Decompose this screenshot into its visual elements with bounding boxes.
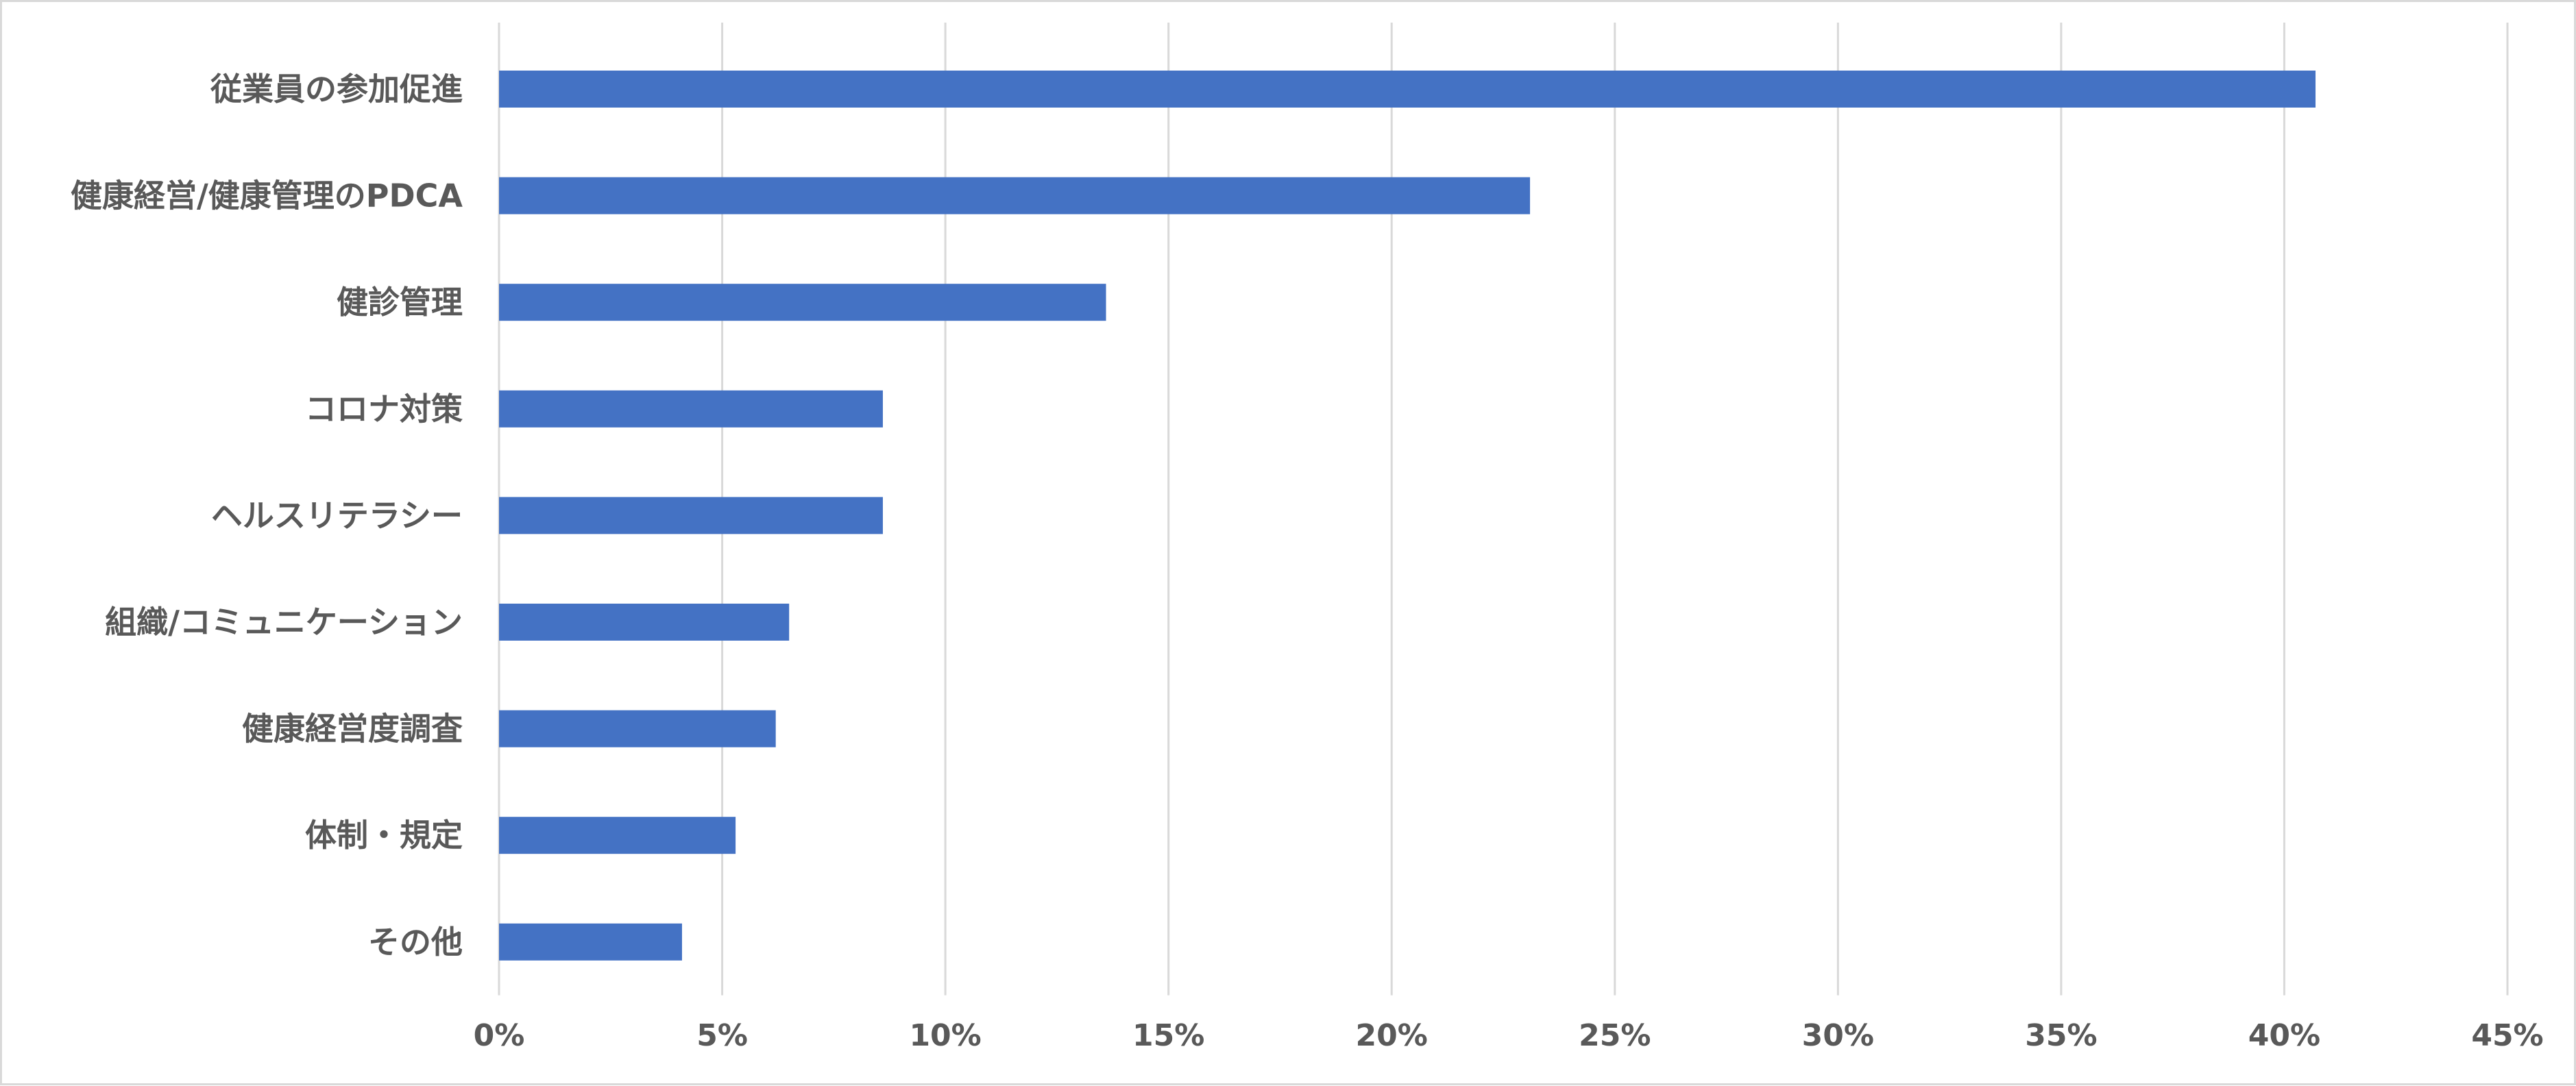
category-label: 健診管理 <box>337 284 463 321</box>
x-tick-label: 40% <box>2248 1018 2320 1053</box>
x-tick-label: 35% <box>2025 1018 2097 1053</box>
bar <box>499 390 883 428</box>
bar <box>499 71 2316 108</box>
category-label: 健康経営/健康管理のPDCA <box>71 177 463 214</box>
category-label: その他 <box>368 924 463 961</box>
x-tick-label: 20% <box>1356 1018 1428 1053</box>
category-label: 従業員の参加促進 <box>210 71 463 108</box>
bar <box>499 923 682 961</box>
bar <box>499 284 1106 321</box>
x-tick-labels: 0% 5% 10% 15% 20% 25% 30% 35% 40% 45% <box>474 1018 2544 1053</box>
bars <box>499 71 2316 961</box>
category-label: ヘルスリテラシー <box>211 497 463 534</box>
category-label: コロナ対策 <box>305 391 463 428</box>
x-tick-label: 30% <box>1802 1018 1874 1053</box>
x-tick-label: 5% <box>696 1018 748 1053</box>
bar <box>499 604 790 641</box>
bar <box>499 497 883 534</box>
x-tick-label: 45% <box>2471 1018 2543 1053</box>
x-tick-label: 0% <box>474 1018 525 1053</box>
bar <box>499 177 1531 214</box>
category-label: 組織/コミュニケーション <box>105 604 463 641</box>
x-tick-label: 25% <box>1579 1018 1651 1053</box>
bar <box>499 817 736 854</box>
category-label: 体制・規定 <box>305 817 463 854</box>
bar <box>499 710 776 748</box>
x-tick-label: 10% <box>909 1018 981 1053</box>
category-label: 健康経営度調査 <box>242 711 463 748</box>
x-tick-label: 15% <box>1132 1018 1204 1053</box>
